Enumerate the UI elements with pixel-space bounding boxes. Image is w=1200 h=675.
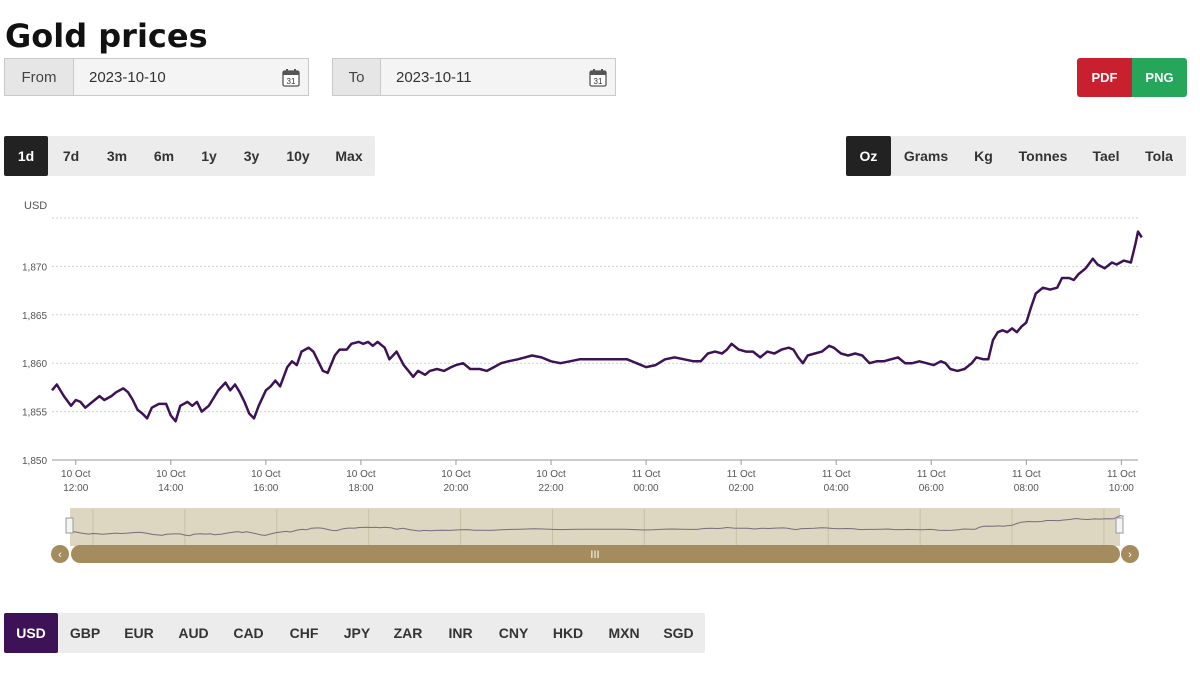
unit-button-kg[interactable]: Kg <box>974 148 993 164</box>
unit-button-tola[interactable]: Tola <box>1145 148 1173 164</box>
x-tick-date: 10 Oct <box>441 469 471 480</box>
currency-button-mxn[interactable]: MXN <box>608 625 640 641</box>
currency-button-cny[interactable]: CNY <box>498 625 529 641</box>
currency-button-eur[interactable]: EUR <box>124 625 154 641</box>
x-tick-date: 10 Oct <box>346 469 376 480</box>
x-tick-time: 12:00 <box>63 483 88 494</box>
x-tick-time: 18:00 <box>348 483 373 494</box>
from-label: From <box>5 59 74 95</box>
calendar-day-text: 31 <box>594 77 603 86</box>
x-tick-time: 10:00 <box>1109 483 1134 494</box>
navigator-selected-range[interactable] <box>70 508 1120 546</box>
period-button-7d[interactable]: 7d <box>62 148 80 164</box>
from-date-value[interactable]: 2023-10-10 <box>89 68 166 86</box>
y-axis-label: USD <box>24 200 47 212</box>
scrollbar-grip: III <box>590 549 599 561</box>
currency-button-hkd[interactable]: HKD <box>552 625 584 641</box>
x-tick-date: 11 Oct <box>1107 469 1136 480</box>
navigator-left-handle[interactable] <box>65 517 74 534</box>
x-tick-time: 08:00 <box>1014 483 1039 494</box>
x-tick-date: 11 Oct <box>632 469 661 480</box>
currency-button-jpy[interactable]: JPY <box>343 625 371 641</box>
x-tick-date: 11 Oct <box>917 469 946 480</box>
x-tick-date: 10 Oct <box>536 469 566 480</box>
calendar-icon[interactable]: 31 <box>274 59 308 95</box>
x-tick-time: 16:00 <box>253 483 278 494</box>
period-selector: 1d 7d 3m 6m 1y 3y 10y Max <box>4 136 375 176</box>
x-tick-date: 11 Oct <box>822 469 851 480</box>
calendar-icon[interactable]: 31 <box>581 59 615 95</box>
scrollbar-thumb[interactable] <box>71 545 1120 563</box>
chevron-right-icon: › <box>1128 549 1132 561</box>
png-export-button[interactable]: PNG <box>1132 58 1187 97</box>
x-tick-date: 10 Oct <box>251 469 281 480</box>
y-tick-label: 1,855 <box>22 408 47 419</box>
x-tick-date: 10 Oct <box>61 469 91 480</box>
price-line <box>51 230 1143 423</box>
x-tick-time: 22:00 <box>539 483 564 494</box>
scroll-right-button[interactable] <box>1121 545 1139 563</box>
y-tick-label: 1,865 <box>22 311 47 322</box>
to-date-value[interactable]: 2023-10-11 <box>396 68 472 86</box>
chevron-left-icon: ‹ <box>58 549 62 561</box>
currency-button-sgd[interactable]: SGD <box>663 625 694 641</box>
period-button-max[interactable]: Max <box>335 148 363 164</box>
period-button-6m[interactable]: 6m <box>153 148 175 164</box>
from-date-field[interactable]: From 2023-10-10 31 <box>4 58 309 96</box>
currency-button-aud[interactable]: AUD <box>178 625 209 641</box>
period-button-10y[interactable]: 10y <box>286 148 310 164</box>
currency-button-gbp[interactable]: GBP <box>69 625 101 641</box>
currency-button-inr[interactable]: INR <box>448 625 473 641</box>
x-tick-time: 06:00 <box>919 483 944 494</box>
x-tick-time: 14:00 <box>158 483 183 494</box>
unit-button-tael[interactable]: Tael <box>1092 148 1120 164</box>
x-tick-time: 04:00 <box>824 483 849 494</box>
x-tick-time: 02:00 <box>729 483 754 494</box>
navigator-series-line <box>69 515 1124 537</box>
y-tick-label: 1,860 <box>22 359 47 370</box>
unit-button-oz[interactable]: Oz <box>846 136 891 176</box>
currency-button-chf[interactable]: CHF <box>289 625 319 641</box>
period-button-1y[interactable]: 1y <box>201 148 217 164</box>
currency-selector: USD GBP EUR AUD CAD CHF JPY ZAR INR CNY … <box>4 613 705 653</box>
x-tick-time: 20:00 <box>443 483 468 494</box>
calendar-day-text: 31 <box>287 77 296 86</box>
navigator[interactable]: III ‹ › <box>51 508 1139 563</box>
y-tick-label: 1,870 <box>22 262 47 273</box>
pdf-export-button[interactable]: PDF <box>1077 58 1132 97</box>
unit-button-tonnes[interactable]: Tonnes <box>1018 148 1068 164</box>
scroll-left-button[interactable] <box>51 545 69 563</box>
navigator-right-handle[interactable] <box>1115 517 1124 534</box>
x-tick-time: 00:00 <box>634 483 659 494</box>
currency-button-cad[interactable]: CAD <box>233 625 264 641</box>
x-tick-date: 11 Oct <box>1012 469 1041 480</box>
currency-button-zar[interactable]: ZAR <box>393 625 423 641</box>
y-tick-label: 1,850 <box>22 456 47 467</box>
period-button-3m[interactable]: 3m <box>106 148 128 164</box>
x-tick-date: 11 Oct <box>727 469 756 480</box>
gold-price-chart: USD 1,850 1,855 1,860 1,865 1,870 10 Oct 12:0… <box>22 200 1143 563</box>
period-button-1d[interactable]: 1d <box>4 136 48 176</box>
page-title: Gold prices <box>5 17 208 55</box>
to-date-field[interactable]: To 2023-10-11 31 <box>332 58 616 96</box>
to-label: To <box>333 59 381 95</box>
unit-button-grams[interactable]: Grams <box>903 148 949 164</box>
period-button-3y[interactable]: 3y <box>243 148 260 164</box>
unit-selector: Oz Grams Kg Tonnes Tael Tola <box>846 136 1186 176</box>
currency-button-usd[interactable]: USD <box>4 613 58 653</box>
x-tick-date: 10 Oct <box>156 469 186 480</box>
